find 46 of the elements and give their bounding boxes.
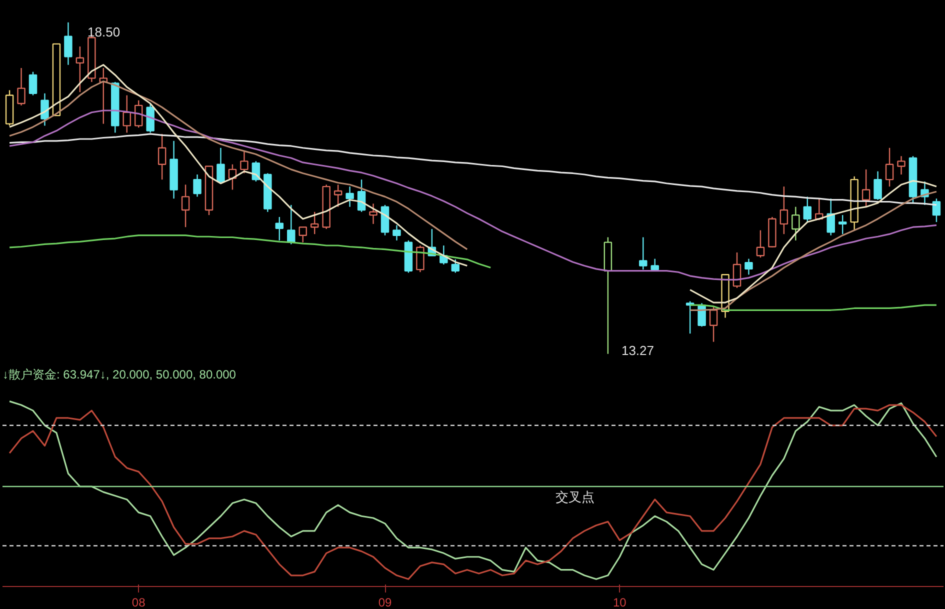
candlestick (298, 226, 307, 243)
candlestick (780, 186, 788, 235)
candlestick (792, 206, 800, 242)
candlestick (193, 174, 202, 198)
candlestick (287, 204, 296, 245)
candlestick (240, 150, 248, 174)
candlestick (40, 92, 49, 126)
candlestick (216, 147, 225, 184)
annotation: 交叉点 (555, 489, 594, 504)
candlestick (134, 100, 143, 128)
candlestick (803, 196, 812, 223)
annotation: 13.27 (621, 343, 654, 358)
candlestick (392, 224, 401, 242)
candlestick (838, 214, 847, 235)
candlestick (28, 71, 38, 96)
candlestick (369, 203, 378, 225)
candlestick (181, 184, 190, 228)
candlestick (158, 133, 166, 180)
candlestick (64, 22, 72, 66)
candlestick (451, 258, 460, 274)
candlestick (639, 236, 648, 270)
candlestick (334, 184, 342, 208)
candlestick (146, 102, 154, 134)
candlestick (122, 94, 131, 134)
candlestick (17, 67, 26, 106)
candlestick (897, 156, 906, 176)
candlestick (732, 252, 742, 289)
candlestick (709, 306, 718, 342)
candlestick (346, 186, 354, 208)
candlestick (310, 211, 319, 235)
candlestick (650, 258, 659, 272)
x-tick-label: 09 (378, 596, 392, 609)
candlestick (76, 46, 84, 93)
chart-title: ↓散户资金: 63.947↓, 20.000, 50.000, 80.000 (2, 368, 236, 382)
x-tick-label: 08 (132, 596, 146, 609)
annotation: 18.50 (88, 24, 120, 40)
candlestick (826, 198, 835, 236)
candlestick (275, 216, 284, 242)
candlestick (416, 244, 424, 273)
candlestick (885, 147, 894, 188)
candlestick (932, 198, 941, 223)
candlestick (744, 258, 753, 276)
candlestick (756, 230, 765, 258)
candlestick (862, 168, 870, 208)
candlestick (874, 170, 882, 200)
x-tick-label: 10 (612, 596, 627, 609)
